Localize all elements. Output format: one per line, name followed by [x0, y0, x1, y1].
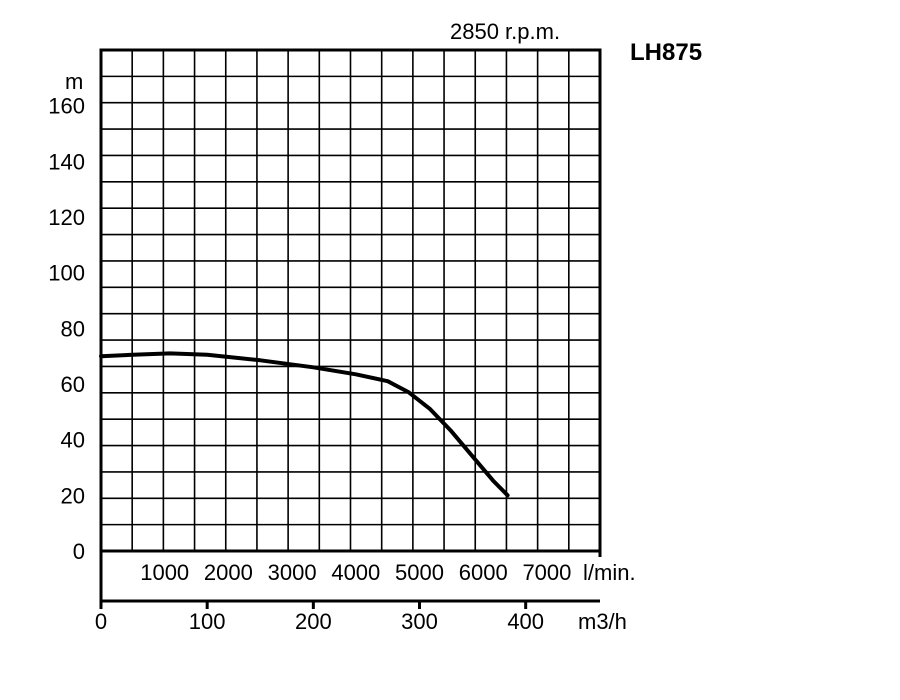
y-tick-label: 160: [48, 94, 85, 119]
lpm-tick-label: 7000: [522, 560, 571, 585]
y-tick-label: 40: [61, 428, 85, 453]
y-axis-label: m: [65, 69, 83, 94]
y-tick-label: 60: [61, 372, 85, 397]
lpm-tick-label: 5000: [395, 560, 444, 585]
y-tick-label: 120: [48, 205, 85, 230]
lpm-tick-label: 2000: [204, 560, 253, 585]
y-tick-label: 20: [61, 483, 85, 508]
m3h-tick-label: 300: [401, 609, 438, 634]
chart-subtitle: 2850 r.p.m.: [450, 19, 560, 44]
m3h-tick-label: 100: [189, 609, 226, 634]
plot-frame: [99, 48, 602, 553]
m3h-tick-labels: 0 100 200 300 400: [95, 609, 544, 634]
x-axis-label-m3h: m3/h: [578, 609, 627, 634]
x-axis-label-lpm: l/min.: [583, 560, 636, 585]
lpm-tick-labels: 1000 2000 3000 4000 5000 6000 7000: [140, 560, 571, 585]
m3h-tick-label: 400: [507, 609, 544, 634]
lpm-tick-label: 3000: [268, 560, 317, 585]
m3h-tick-label: 0: [95, 609, 107, 634]
chart-axes: [99, 48, 602, 609]
m3h-tick-label: 200: [295, 609, 332, 634]
chart-title: LH875: [630, 39, 702, 66]
lpm-tick-label: 6000: [459, 560, 508, 585]
lpm-tick-label: 4000: [331, 560, 380, 585]
y-tick-label: 0: [73, 539, 85, 564]
head-flow-curve: [99, 351, 510, 498]
chart-grid: [101, 50, 600, 551]
y-tick-label: 100: [48, 261, 85, 286]
y-tick-label: 140: [48, 149, 85, 174]
lpm-tick-label: 1000: [140, 560, 189, 585]
y-tick-labels: 0 20 40 60 80 100 120 140 160: [48, 94, 85, 564]
y-tick-label: 80: [61, 316, 85, 341]
